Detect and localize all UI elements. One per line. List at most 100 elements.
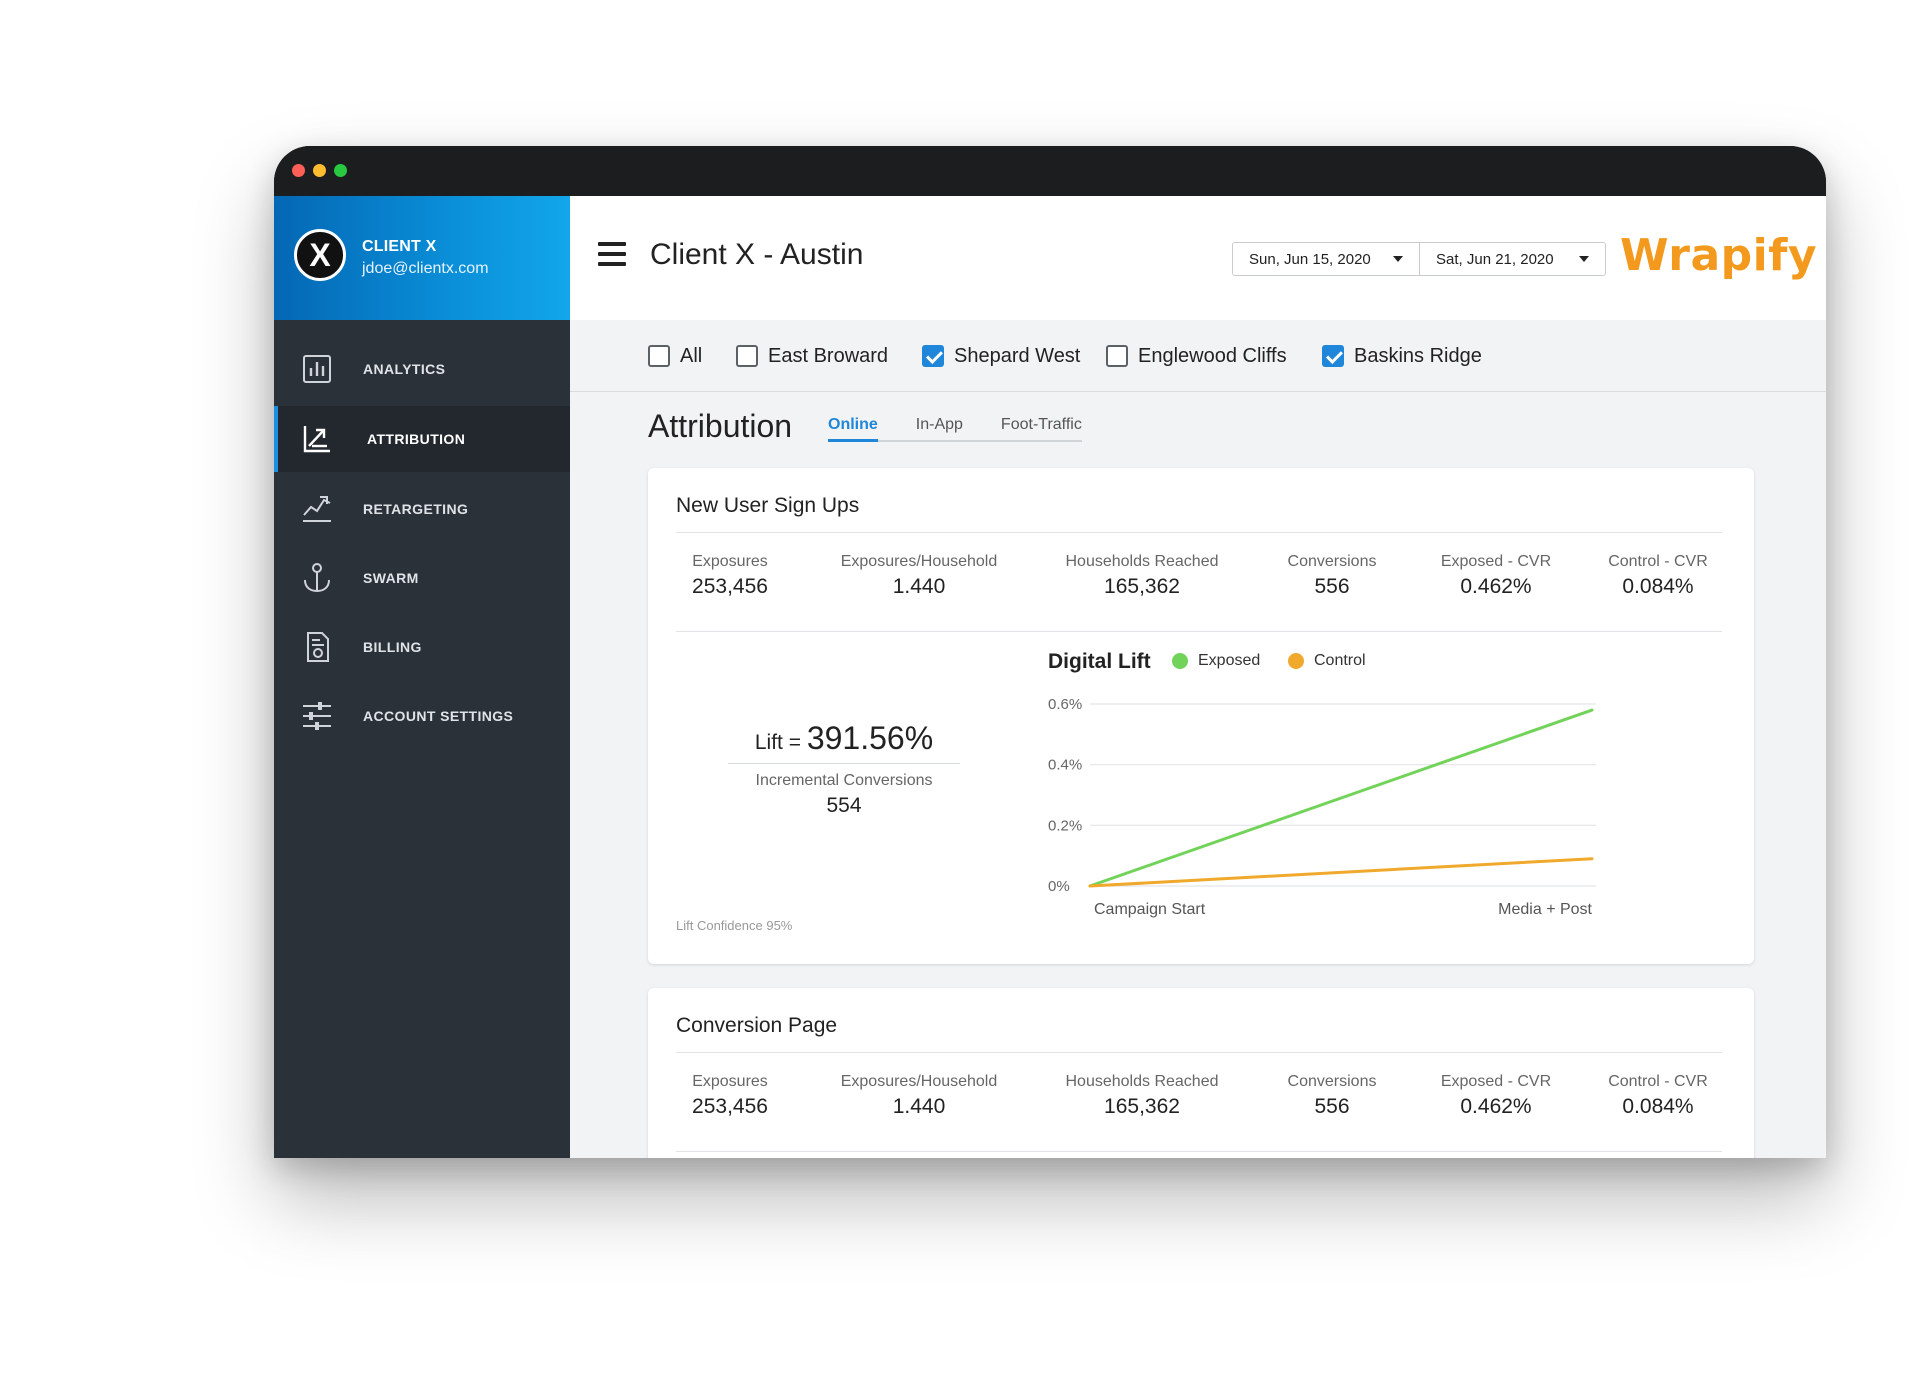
- end-date-dropdown[interactable]: Sat, Jun 21, 2020: [1419, 243, 1605, 275]
- brand-logo: Wrapify: [1620, 230, 1818, 281]
- profile-email: jdoe@clientx.com: [362, 260, 489, 277]
- filter-all[interactable]: All: [648, 344, 702, 368]
- checkbox-baskins-ridge[interactable]: [1322, 345, 1344, 367]
- start-date-dropdown[interactable]: Sun, Jun 15, 2020: [1233, 243, 1419, 275]
- filter-englewood-cliffs[interactable]: Englewood Cliffs: [1106, 344, 1287, 368]
- metric-control-cvr: Control - CVR 0.084%: [1594, 1073, 1722, 1119]
- metric-value: 0.084%: [1622, 575, 1694, 598]
- checkbox-englewood-cliffs[interactable]: [1106, 345, 1128, 367]
- window-titlebar: [274, 146, 1826, 196]
- legend-dot-exposed: [1172, 653, 1188, 669]
- sidebar-item-swarm[interactable]: SWARM: [274, 545, 570, 611]
- maximize-window-button[interactable]: [334, 164, 347, 177]
- filter-label: Baskins Ridge: [1354, 344, 1482, 367]
- metric-label: Exposures/Household: [840, 553, 998, 570]
- y-tick-label: 0.6%: [1048, 696, 1082, 713]
- legend-dot-control: [1288, 653, 1304, 669]
- checkbox-shepard-west[interactable]: [922, 345, 944, 367]
- metric-exposed-cvr: Exposed - CVR 0.462%: [1428, 1073, 1564, 1119]
- metric-value: 556: [1314, 575, 1350, 598]
- metric-label: Exposures: [692, 1073, 768, 1090]
- end-date-value: Sat, Jun 21, 2020: [1436, 251, 1554, 268]
- series-line-control: [1088, 857, 1594, 888]
- checkbox-east-broward[interactable]: [736, 345, 758, 367]
- metric-exposures-per-household: Exposures/Household 1.440: [824, 1073, 1014, 1119]
- page-title: Client X - Austin: [650, 238, 864, 271]
- metric-households-reached: Households Reached 165,362: [1052, 1073, 1232, 1119]
- lift-line: Lift = 391.56%: [728, 720, 960, 764]
- metric-value: 0.084%: [1622, 1095, 1694, 1118]
- metric-control-cvr: Control - CVR 0.084%: [1594, 553, 1722, 599]
- legend-control: Control: [1288, 652, 1366, 670]
- chart-title: Digital Lift: [1048, 650, 1151, 673]
- anchor-icon: [304, 563, 330, 593]
- metric-label: Conversions: [1287, 1073, 1377, 1090]
- metric-label: Households Reached: [1065, 1073, 1219, 1090]
- location-filters: All East Broward Shepard West Englewood …: [570, 320, 1826, 392]
- sidebar-item-analytics[interactable]: ANALYTICS: [274, 336, 570, 402]
- sliders-icon: [303, 702, 331, 730]
- metric-conversions: Conversions 556: [1272, 553, 1392, 599]
- metric-label: Control - CVR: [1608, 553, 1708, 570]
- incremental-conversions-label: Incremental Conversions: [755, 772, 933, 789]
- minimize-window-button[interactable]: [313, 164, 326, 177]
- menu-icon[interactable]: [598, 242, 626, 270]
- filter-baskins-ridge[interactable]: Baskins Ridge: [1322, 344, 1482, 368]
- sidebar-item-label: ACCOUNT SETTINGS: [363, 708, 514, 724]
- tab-online[interactable]: Online: [828, 412, 878, 442]
- sidebar-item-label: SWARM: [363, 570, 419, 586]
- y-tick-label: 0.2%: [1048, 817, 1082, 834]
- checkbox-all[interactable]: [648, 345, 670, 367]
- metric-label: Conversions: [1287, 553, 1377, 570]
- sidebar-item-attribution[interactable]: ATTRIBUTION: [274, 406, 570, 472]
- tab-in-app[interactable]: In-App: [915, 416, 963, 433]
- profile-header[interactable]: X CLIENT X jdoe@clientx.com: [274, 196, 570, 320]
- sidebar-item-account-settings[interactable]: ACCOUNT SETTINGS: [274, 683, 570, 749]
- metric-label: Exposed - CVR: [1440, 553, 1552, 570]
- metric-exposures: Exposures 253,456: [676, 1073, 784, 1119]
- metric-value: 556: [1314, 1095, 1350, 1118]
- metric-conversions: Conversions 556: [1272, 1073, 1392, 1119]
- sidebar-item-label: ATTRIBUTION: [367, 431, 466, 447]
- card-title: New User Sign Ups: [676, 494, 860, 517]
- client-logo: X: [294, 229, 346, 281]
- sidebar-item-billing[interactable]: BILLING: [274, 614, 570, 680]
- date-range-picker: Sun, Jun 15, 2020 Sat, Jun 21, 2020: [1232, 242, 1606, 276]
- sidebar: X CLIENT X jdoe@clientx.com ANALYTICS: [274, 196, 570, 1158]
- app-window: X CLIENT X jdoe@clientx.com ANALYTICS: [274, 146, 1826, 1158]
- sidebar-item-retargeting[interactable]: RETARGETING: [274, 476, 570, 542]
- metric-value: 165,362: [1104, 575, 1180, 598]
- card-title: Conversion Page: [676, 1014, 838, 1037]
- x-tick-label: Campaign Start: [1094, 901, 1206, 918]
- lift-prefix: Lift =: [754, 731, 807, 754]
- metrics-row: Exposures 253,456 Exposures/Household 1.…: [676, 532, 1722, 632]
- lift-summary: Lift = 391.56% Incremental Conversions 5…: [728, 720, 960, 818]
- caret-down-icon: [1393, 256, 1403, 262]
- metric-value: 165,362: [1104, 1095, 1180, 1118]
- main-content: Client X - Austin Sun, Jun 15, 2020 Sat,…: [570, 196, 1826, 1158]
- profile-name: CLIENT X: [362, 238, 437, 255]
- lift-value: 391.56%: [806, 720, 934, 756]
- metric-label: Exposures/Household: [840, 1073, 998, 1090]
- x-tick-label: Media + Post: [1498, 901, 1592, 918]
- bar-chart-icon: [303, 355, 331, 383]
- filter-shepard-west[interactable]: Shepard West: [922, 344, 1080, 368]
- tab-foot-traffic[interactable]: Foot-Traffic: [1000, 416, 1082, 433]
- metric-value: 0.462%: [1460, 575, 1532, 598]
- legend-label: Control: [1314, 652, 1366, 669]
- metric-value: 253,456: [692, 1095, 768, 1118]
- metric-value: 1.440: [892, 575, 946, 598]
- close-window-button[interactable]: [292, 164, 305, 177]
- sidebar-item-label: RETARGETING: [363, 501, 469, 517]
- y-tick-label: 0.4%: [1048, 757, 1082, 774]
- metrics-row: Exposures 253,456 Exposures/Household 1.…: [676, 1052, 1722, 1152]
- filter-east-broward[interactable]: East Broward: [736, 344, 888, 368]
- legend-label: Exposed: [1198, 652, 1261, 669]
- metric-value: 0.462%: [1460, 1095, 1532, 1118]
- invoice-icon: [307, 632, 329, 662]
- metric-value: 1.440: [892, 1095, 946, 1118]
- section-title: Attribution: [648, 408, 793, 444]
- filter-label: Shepard West: [954, 344, 1081, 367]
- top-header: Client X - Austin Sun, Jun 15, 2020 Sat,…: [570, 196, 1826, 320]
